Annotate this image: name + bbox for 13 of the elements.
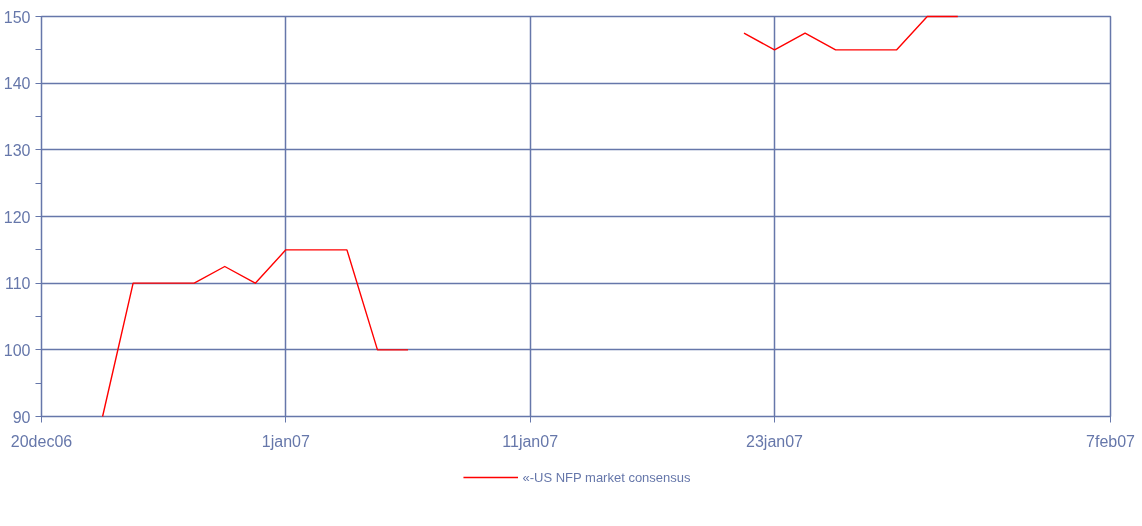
- x-tick-label: 23jan07: [746, 432, 804, 450]
- y-tick-label: 130: [3, 141, 31, 159]
- x-tick-label: 11jan07: [502, 432, 559, 450]
- y-tick-label: 110: [4, 275, 31, 293]
- y-tick-label: 90: [12, 408, 31, 426]
- y-tick-label: 150: [3, 8, 31, 26]
- y-tick-label: 140: [3, 75, 31, 93]
- x-tick-label: 1jan07: [261, 432, 310, 450]
- legend-label: «-US NFP market consensus: [522, 469, 691, 485]
- x-tick-label: 20dec06: [10, 432, 73, 450]
- y-tick-label: 120: [3, 208, 31, 226]
- x-tick-label: 7feb07: [1086, 432, 1136, 450]
- y-tick-label: 100: [3, 341, 31, 359]
